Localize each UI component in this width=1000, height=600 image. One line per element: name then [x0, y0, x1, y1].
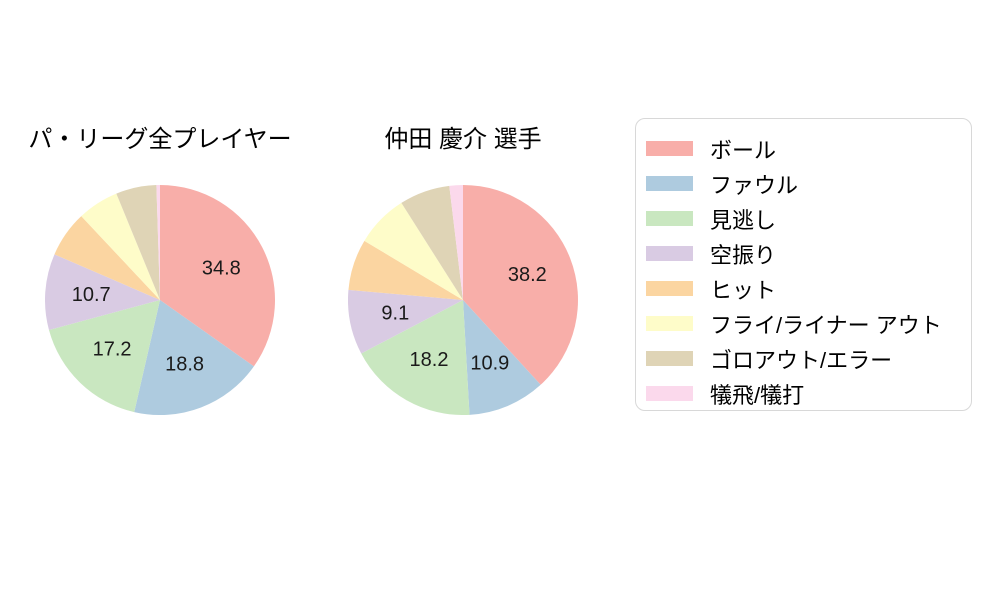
legend-item: 見逃し	[636, 201, 971, 236]
legend-label: ゴロアウト/エラー	[710, 347, 893, 373]
pie-slice	[54, 216, 160, 300]
legend-label: ファウル	[710, 172, 799, 198]
pie-slice	[116, 185, 160, 300]
pie-slice-label: 10.7	[72, 284, 111, 306]
legend-item: ファウル	[636, 166, 971, 201]
legend-swatch	[646, 386, 693, 401]
legend-item: ヒット	[636, 271, 971, 306]
chart-title-league: パ・リーグ全プレイヤー	[28, 126, 292, 153]
legend-label: フライ/ライナー アウト	[710, 312, 942, 338]
legend-label: 見逃し	[710, 207, 777, 233]
pie-slice	[160, 185, 275, 367]
legend-label: ヒット	[710, 277, 777, 303]
legend-swatch	[646, 141, 693, 156]
pie-slice	[134, 300, 254, 415]
pie-slice	[449, 185, 463, 300]
pie-slice-label: 18.2	[410, 349, 449, 371]
pie-slice	[463, 300, 541, 415]
legend-label: 空振り	[710, 242, 777, 268]
pie-slice	[463, 185, 578, 385]
legend-swatch	[646, 246, 693, 261]
legend-swatch	[646, 176, 693, 191]
pie-slice	[81, 193, 160, 300]
pie-slice	[361, 300, 470, 415]
pie-chart-league: 34.8 18.8 17.2 10.7	[45, 185, 275, 415]
pie-slice-label: 18.8	[165, 354, 204, 376]
chart-title-player: 仲田 慶介 選手	[384, 126, 542, 153]
pie-slice-label: 10.9	[470, 353, 509, 375]
pie-slice	[401, 185, 463, 300]
pie-chart-player: 38.2 10.9 18.2 9.1	[348, 185, 578, 415]
pie-slice-label: 38.2	[508, 264, 547, 286]
legend-item: 犠飛/犠打	[636, 376, 971, 411]
legend-label: 犠飛/犠打	[710, 382, 805, 408]
legend-item: 空振り	[636, 236, 971, 271]
legend-swatch	[646, 316, 693, 331]
pie-slice	[348, 240, 463, 300]
legend-swatch	[646, 351, 693, 366]
pie-slice-label: 9.1	[381, 303, 409, 325]
pie-slice-label: 17.2	[93, 339, 132, 361]
legend-label: ボール	[710, 137, 777, 163]
pie-slice	[48, 300, 161, 413]
legend-item: ボール	[636, 131, 971, 166]
legend: ボールファウル見逃し空振りヒットフライ/ライナー アウト ゴロアウト/エラー 犠飛/…	[635, 118, 972, 411]
legend-swatch	[646, 211, 693, 226]
pie-slice-label: 34.8	[202, 257, 241, 279]
pie-slice	[45, 254, 160, 330]
pie-slice	[156, 185, 160, 300]
legend-item: フライ/ライナー アウト	[636, 306, 971, 341]
legend-item: ゴロアウト/エラー	[636, 341, 971, 376]
pie-slice	[364, 202, 463, 300]
pie-slice	[348, 289, 463, 354]
legend-swatch	[646, 281, 693, 296]
